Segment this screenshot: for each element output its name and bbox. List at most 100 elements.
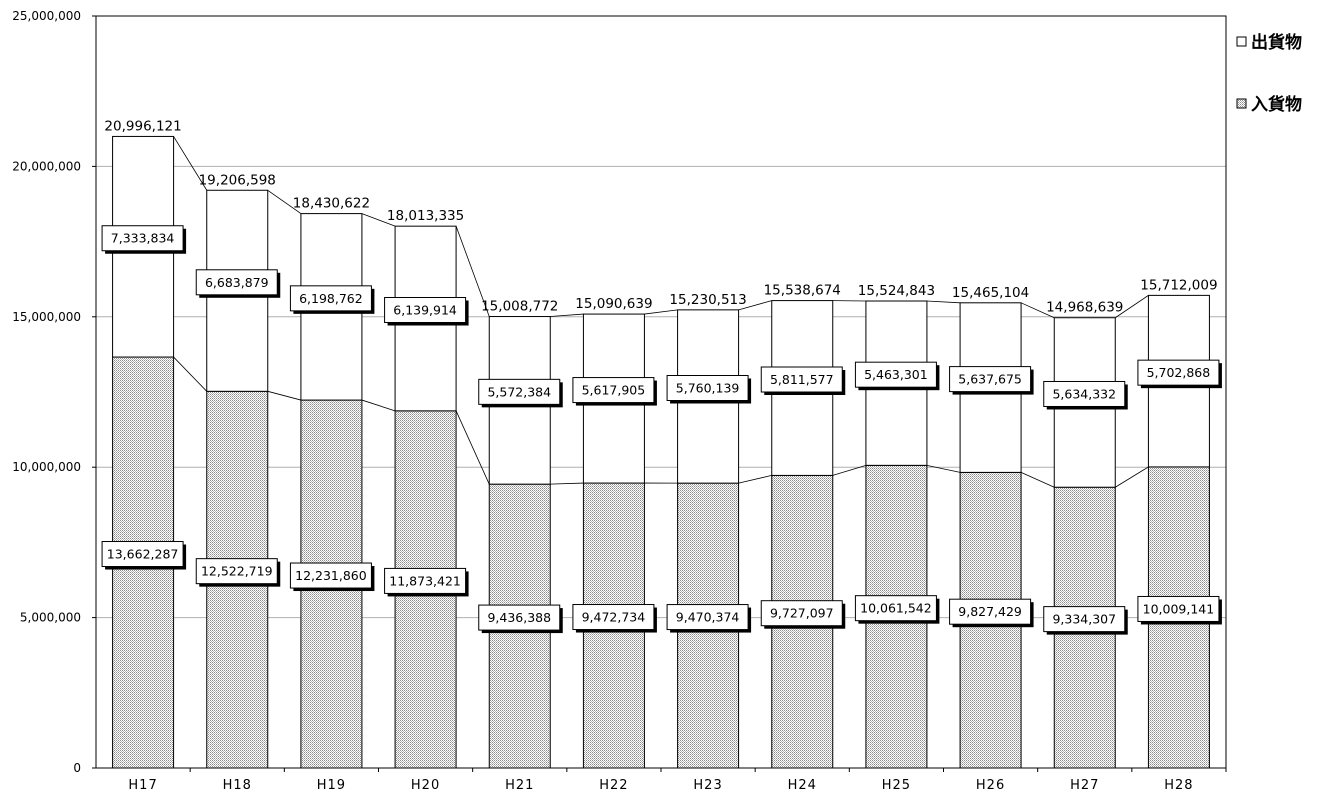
out-label: 5,617,905 (582, 383, 646, 398)
x-axis-tick-labels: H17 H18 H19 H20 H21 H22 H23 H24 H25 H26 H27 H28 (128, 778, 1193, 793)
total-label: 15,524,843 (858, 283, 935, 299)
series-line-in (361, 399, 396, 412)
x-tick-label: H18 (223, 778, 252, 793)
total-label: 15,538,674 (764, 283, 841, 299)
series-line-in (1115, 466, 1149, 488)
in-label-box: 11,873,421 (384, 567, 469, 597)
legend-label-in: 入貨物 (1251, 94, 1302, 115)
in-label-box: 9,472,734 (572, 604, 657, 633)
out-label-box: 6,139,914 (384, 297, 469, 326)
series-line-out (738, 300, 772, 311)
in-label-box: 9,727,097 (760, 600, 846, 629)
total-label: 18,430,622 (293, 196, 370, 212)
series-line-out (455, 226, 490, 317)
x-tick-label: H23 (693, 778, 722, 793)
x-tick-label: H24 (788, 778, 817, 793)
out-label: 7,333,834 (111, 231, 175, 246)
label-box (478, 604, 561, 631)
in-label-box: 10,061,542 (854, 595, 940, 624)
series-line-in (267, 390, 302, 401)
x-tick-label: H25 (882, 778, 911, 793)
out-label: 6,198,762 (299, 291, 363, 306)
total-label: 15,008,772 (481, 299, 558, 315)
y-tick-label: 25,000,000 (12, 9, 81, 23)
label-box (760, 366, 843, 393)
out-label-box: 5,637,675 (949, 366, 1034, 395)
in-label: 9,727,097 (770, 606, 834, 621)
bars (112, 135, 1210, 769)
legend-swatch-out (1236, 36, 1247, 47)
out-label-box: 6,198,762 (289, 285, 375, 314)
label-box (1043, 606, 1126, 633)
in-label: 9,436,388 (487, 610, 551, 625)
series-line-out (926, 300, 961, 304)
axes (92, 15, 1227, 772)
series-line-out (1020, 302, 1055, 319)
y-tick-label: 0 (73, 761, 81, 775)
in-label: 10,009,141 (1143, 601, 1215, 616)
label-box (101, 541, 184, 568)
out-label-box: 6,683,879 (195, 269, 281, 298)
legend-item-in: 入貨物 (1236, 94, 1302, 115)
in-label-box: 10,009,141 (1137, 595, 1222, 625)
x-tick-label: H17 (128, 778, 157, 793)
legend: 出貨物 入貨物 (1236, 32, 1302, 115)
label-box (666, 374, 749, 401)
in-label-box: 9,470,374 (666, 604, 752, 633)
label-box (760, 600, 843, 627)
series-line-out (550, 313, 584, 317)
out-label: 5,637,675 (958, 372, 1022, 387)
total-label: 15,712,009 (1140, 277, 1217, 293)
y-tick-label: 5,000,000 (20, 611, 81, 625)
in-label-box: 9,436,388 (478, 604, 563, 634)
label-box (195, 558, 278, 585)
label-box (478, 378, 561, 405)
x-tick-label: H28 (1164, 778, 1193, 793)
label-box (666, 604, 749, 631)
label-box (949, 366, 1032, 393)
out-label-box: 5,634,332 (1043, 380, 1128, 410)
in-label-box: 13,662,287 (101, 541, 187, 570)
in-label-box: 12,231,860 (289, 562, 375, 592)
out-label-box: 5,702,868 (1137, 359, 1222, 389)
grid-lines (96, 165, 1226, 619)
label-box (1043, 380, 1126, 407)
in-label-box: 9,334,307 (1043, 606, 1128, 635)
out-label-box: 5,463,301 (854, 361, 940, 391)
label-box (289, 562, 372, 589)
total-label: 15,230,513 (669, 292, 746, 308)
series-line-out (267, 189, 302, 214)
out-label: 5,811,577 (770, 372, 834, 387)
label-box (384, 297, 467, 324)
total-label: 15,465,104 (952, 285, 1029, 301)
in-label: 12,231,860 (295, 568, 367, 583)
series-connector-lines (173, 136, 1149, 488)
series-line-out (1115, 295, 1149, 319)
label-box (1137, 595, 1220, 622)
label-box (1137, 359, 1220, 386)
label-box (854, 361, 937, 388)
series-line-in (1020, 472, 1055, 488)
label-box (195, 269, 278, 296)
out-label: 5,634,332 (1052, 386, 1116, 401)
x-tick-label: H21 (505, 778, 534, 793)
y-tick-label: 10,000,000 (12, 460, 81, 474)
out-label: 5,463,301 (864, 367, 928, 382)
y-tick-label: 20,000,000 (12, 159, 81, 173)
in-label: 9,827,429 (958, 604, 1022, 619)
label-box (289, 285, 372, 312)
x-tick-label: H20 (411, 778, 440, 793)
out-label-box: 7,333,834 (101, 225, 187, 254)
in-label: 9,470,374 (676, 610, 740, 625)
series-line-in (550, 482, 584, 485)
out-label: 5,572,384 (487, 384, 551, 399)
in-label: 11,873,421 (389, 573, 461, 588)
series-line-out (173, 136, 208, 191)
y-tick-label: 15,000,000 (12, 310, 81, 324)
x-tick-label: H26 (976, 778, 1005, 793)
segment-labels: 13,662,287 7,333,834 12,522,719 6,683,879 12… (101, 225, 1222, 635)
total-label: 14,968,639 (1046, 300, 1123, 316)
series-line-in (926, 464, 961, 473)
out-label-box: 5,617,905 (572, 377, 657, 406)
